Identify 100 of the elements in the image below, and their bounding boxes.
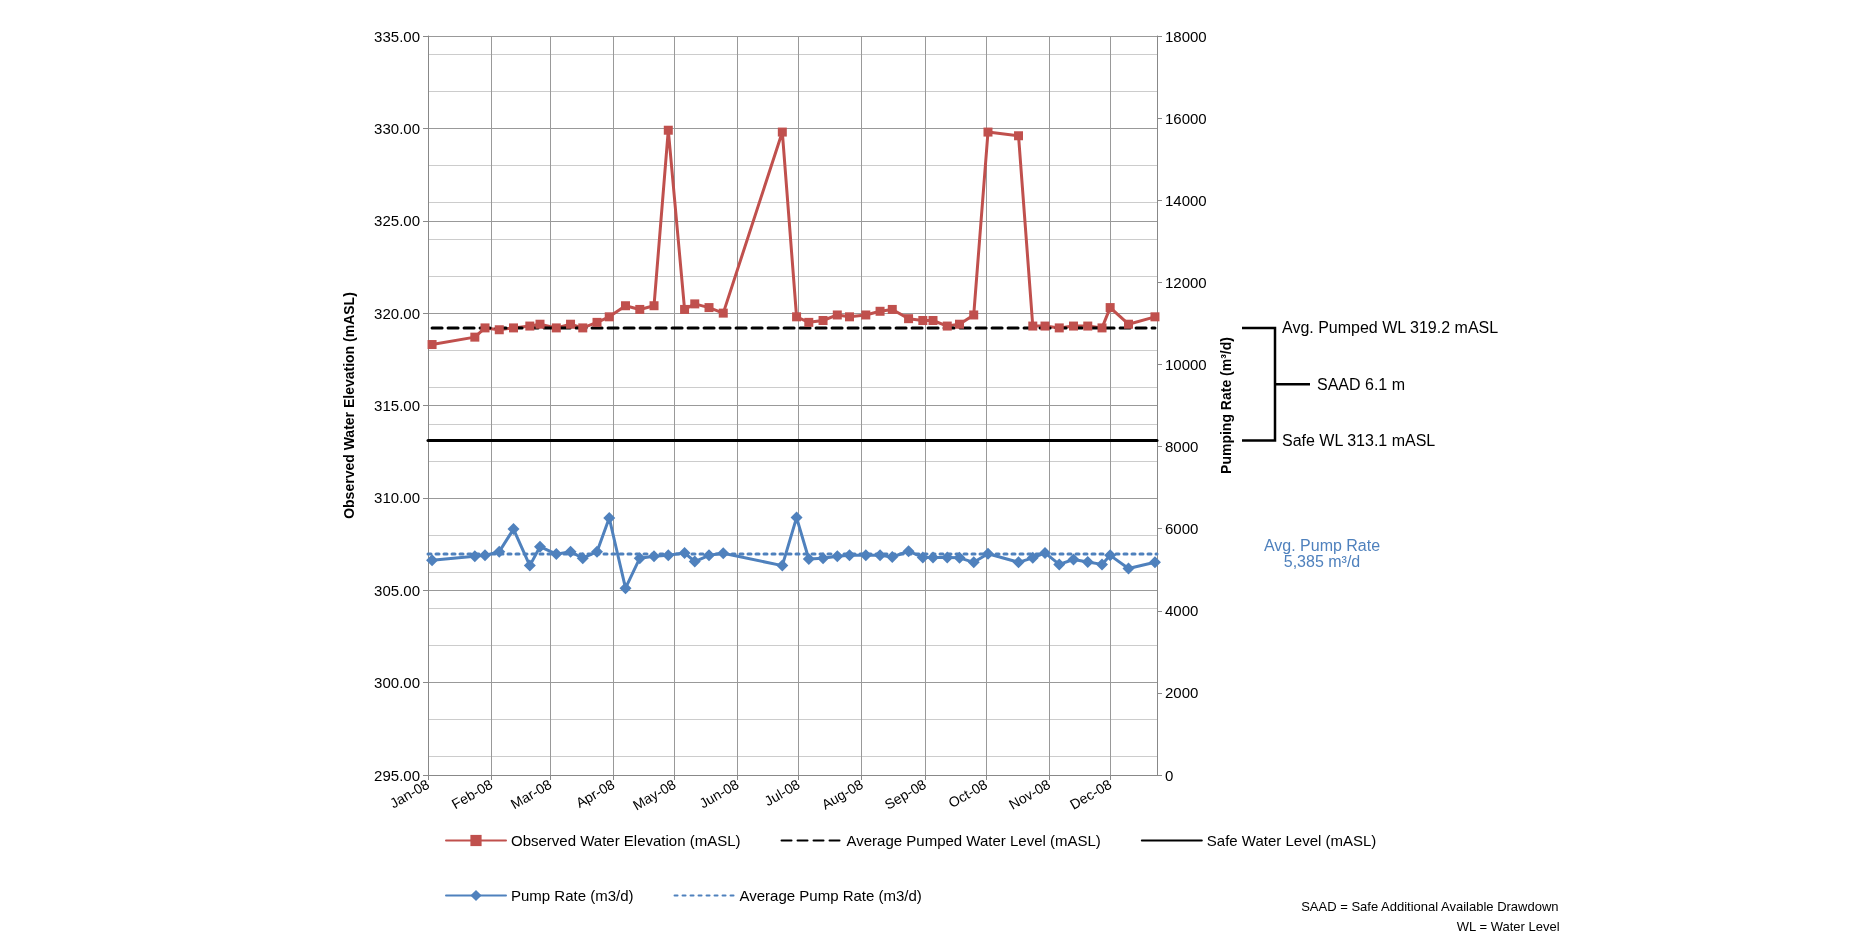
y2-tick-label: 8000 bbox=[1165, 438, 1199, 456]
point bbox=[969, 310, 979, 320]
point bbox=[831, 550, 844, 563]
text: Safe WL 313.1 mASL bbox=[1282, 432, 1436, 450]
y-tick-label: 325.00 bbox=[374, 212, 420, 230]
point bbox=[509, 323, 519, 333]
legend-label: Pump Rate (m3/d) bbox=[511, 887, 634, 904]
point bbox=[1097, 323, 1107, 333]
point bbox=[832, 310, 842, 320]
legend-label: Observed Water Elevation (mASL) bbox=[511, 832, 741, 849]
text: Avg. Pump Rate 5,385 m³/d bbox=[1263, 537, 1381, 571]
point bbox=[1054, 323, 1064, 333]
point bbox=[470, 332, 480, 342]
y-tick-label: 310.00 bbox=[374, 489, 420, 507]
point bbox=[1123, 319, 1133, 329]
point bbox=[604, 312, 614, 322]
y-tick-label: 295.00 bbox=[374, 766, 420, 784]
point bbox=[507, 523, 520, 536]
point bbox=[1014, 131, 1024, 141]
point bbox=[1040, 321, 1050, 331]
point bbox=[1096, 558, 1109, 571]
point bbox=[1028, 321, 1038, 331]
y-tick-label: 305.00 bbox=[374, 581, 420, 599]
point bbox=[928, 316, 938, 326]
y-tick-label: 320.00 bbox=[374, 304, 420, 322]
point bbox=[633, 552, 646, 565]
point bbox=[1012, 556, 1025, 569]
point bbox=[1148, 556, 1161, 569]
point bbox=[1067, 553, 1080, 566]
point bbox=[680, 304, 690, 314]
point bbox=[426, 554, 439, 567]
point bbox=[1026, 551, 1039, 564]
point bbox=[887, 304, 897, 314]
y-tick-label: 330.00 bbox=[374, 119, 420, 137]
point bbox=[804, 317, 814, 327]
point bbox=[1122, 562, 1135, 575]
point bbox=[817, 552, 830, 565]
point bbox=[1053, 558, 1066, 571]
point bbox=[902, 545, 915, 558]
legend-label: Average Pumped Water Level (mASL) bbox=[846, 832, 1101, 849]
point bbox=[967, 556, 980, 569]
point bbox=[1081, 555, 1094, 568]
y2-tick-label: 14000 bbox=[1165, 191, 1207, 209]
point bbox=[802, 553, 815, 566]
y2-tick-label: 16000 bbox=[1165, 109, 1207, 127]
point bbox=[1039, 546, 1051, 559]
point bbox=[688, 555, 701, 568]
point bbox=[818, 316, 828, 326]
point bbox=[525, 321, 535, 331]
legend-label: Average Pump Rate (m3/d) bbox=[739, 887, 922, 904]
point bbox=[792, 312, 802, 322]
text: Avg. Pumped WL 319.2 mASL bbox=[1282, 319, 1499, 337]
point bbox=[953, 551, 966, 564]
point bbox=[493, 545, 506, 558]
point bbox=[550, 548, 563, 561]
point bbox=[479, 549, 492, 562]
point bbox=[1069, 321, 1079, 331]
point bbox=[916, 551, 929, 564]
point bbox=[918, 316, 928, 326]
point bbox=[717, 547, 730, 560]
point bbox=[690, 299, 700, 309]
point bbox=[564, 545, 577, 558]
point bbox=[678, 546, 691, 559]
legend-label: Safe Water Level (mASL) bbox=[1206, 832, 1377, 849]
y-axis-title: Observed Water Elevation (mASL) bbox=[341, 292, 357, 519]
point bbox=[635, 304, 645, 314]
point bbox=[578, 323, 588, 333]
point bbox=[954, 319, 964, 329]
point bbox=[427, 340, 437, 350]
y-tick-label: 315.00 bbox=[374, 397, 420, 414]
point bbox=[621, 301, 631, 311]
y2-axis-title: Pumping Rate (m³/d) bbox=[1218, 337, 1234, 474]
y2-tick-label: 6000 bbox=[1165, 520, 1199, 538]
y2-tick-label: 12000 bbox=[1165, 273, 1207, 291]
point bbox=[480, 323, 490, 333]
y2-tick-label: 18000 bbox=[1165, 27, 1207, 45]
text: SAAD = Safe Additional Available Drawdown bbox=[1301, 899, 1559, 914]
text: SAAD 6.1 m bbox=[1317, 375, 1406, 393]
y2-tick-label: 10000 bbox=[1165, 355, 1207, 373]
point bbox=[649, 301, 659, 311]
point bbox=[576, 552, 589, 565]
point bbox=[468, 550, 481, 563]
y-tick-label: 335.00 bbox=[374, 27, 420, 45]
point bbox=[886, 550, 899, 563]
point bbox=[875, 306, 885, 316]
point bbox=[942, 321, 952, 331]
point bbox=[704, 303, 714, 313]
point bbox=[904, 314, 914, 324]
y2-tick-label: 2000 bbox=[1165, 684, 1199, 702]
point bbox=[534, 540, 546, 553]
point bbox=[983, 127, 993, 137]
point bbox=[718, 308, 728, 318]
point bbox=[1105, 303, 1115, 313]
point bbox=[845, 312, 855, 322]
point bbox=[1083, 321, 1093, 331]
y2-tick-label: 0 bbox=[1165, 766, 1174, 784]
point bbox=[790, 511, 803, 524]
point bbox=[776, 559, 789, 572]
point bbox=[591, 545, 604, 558]
y-tick-label: 300.00 bbox=[374, 674, 420, 692]
